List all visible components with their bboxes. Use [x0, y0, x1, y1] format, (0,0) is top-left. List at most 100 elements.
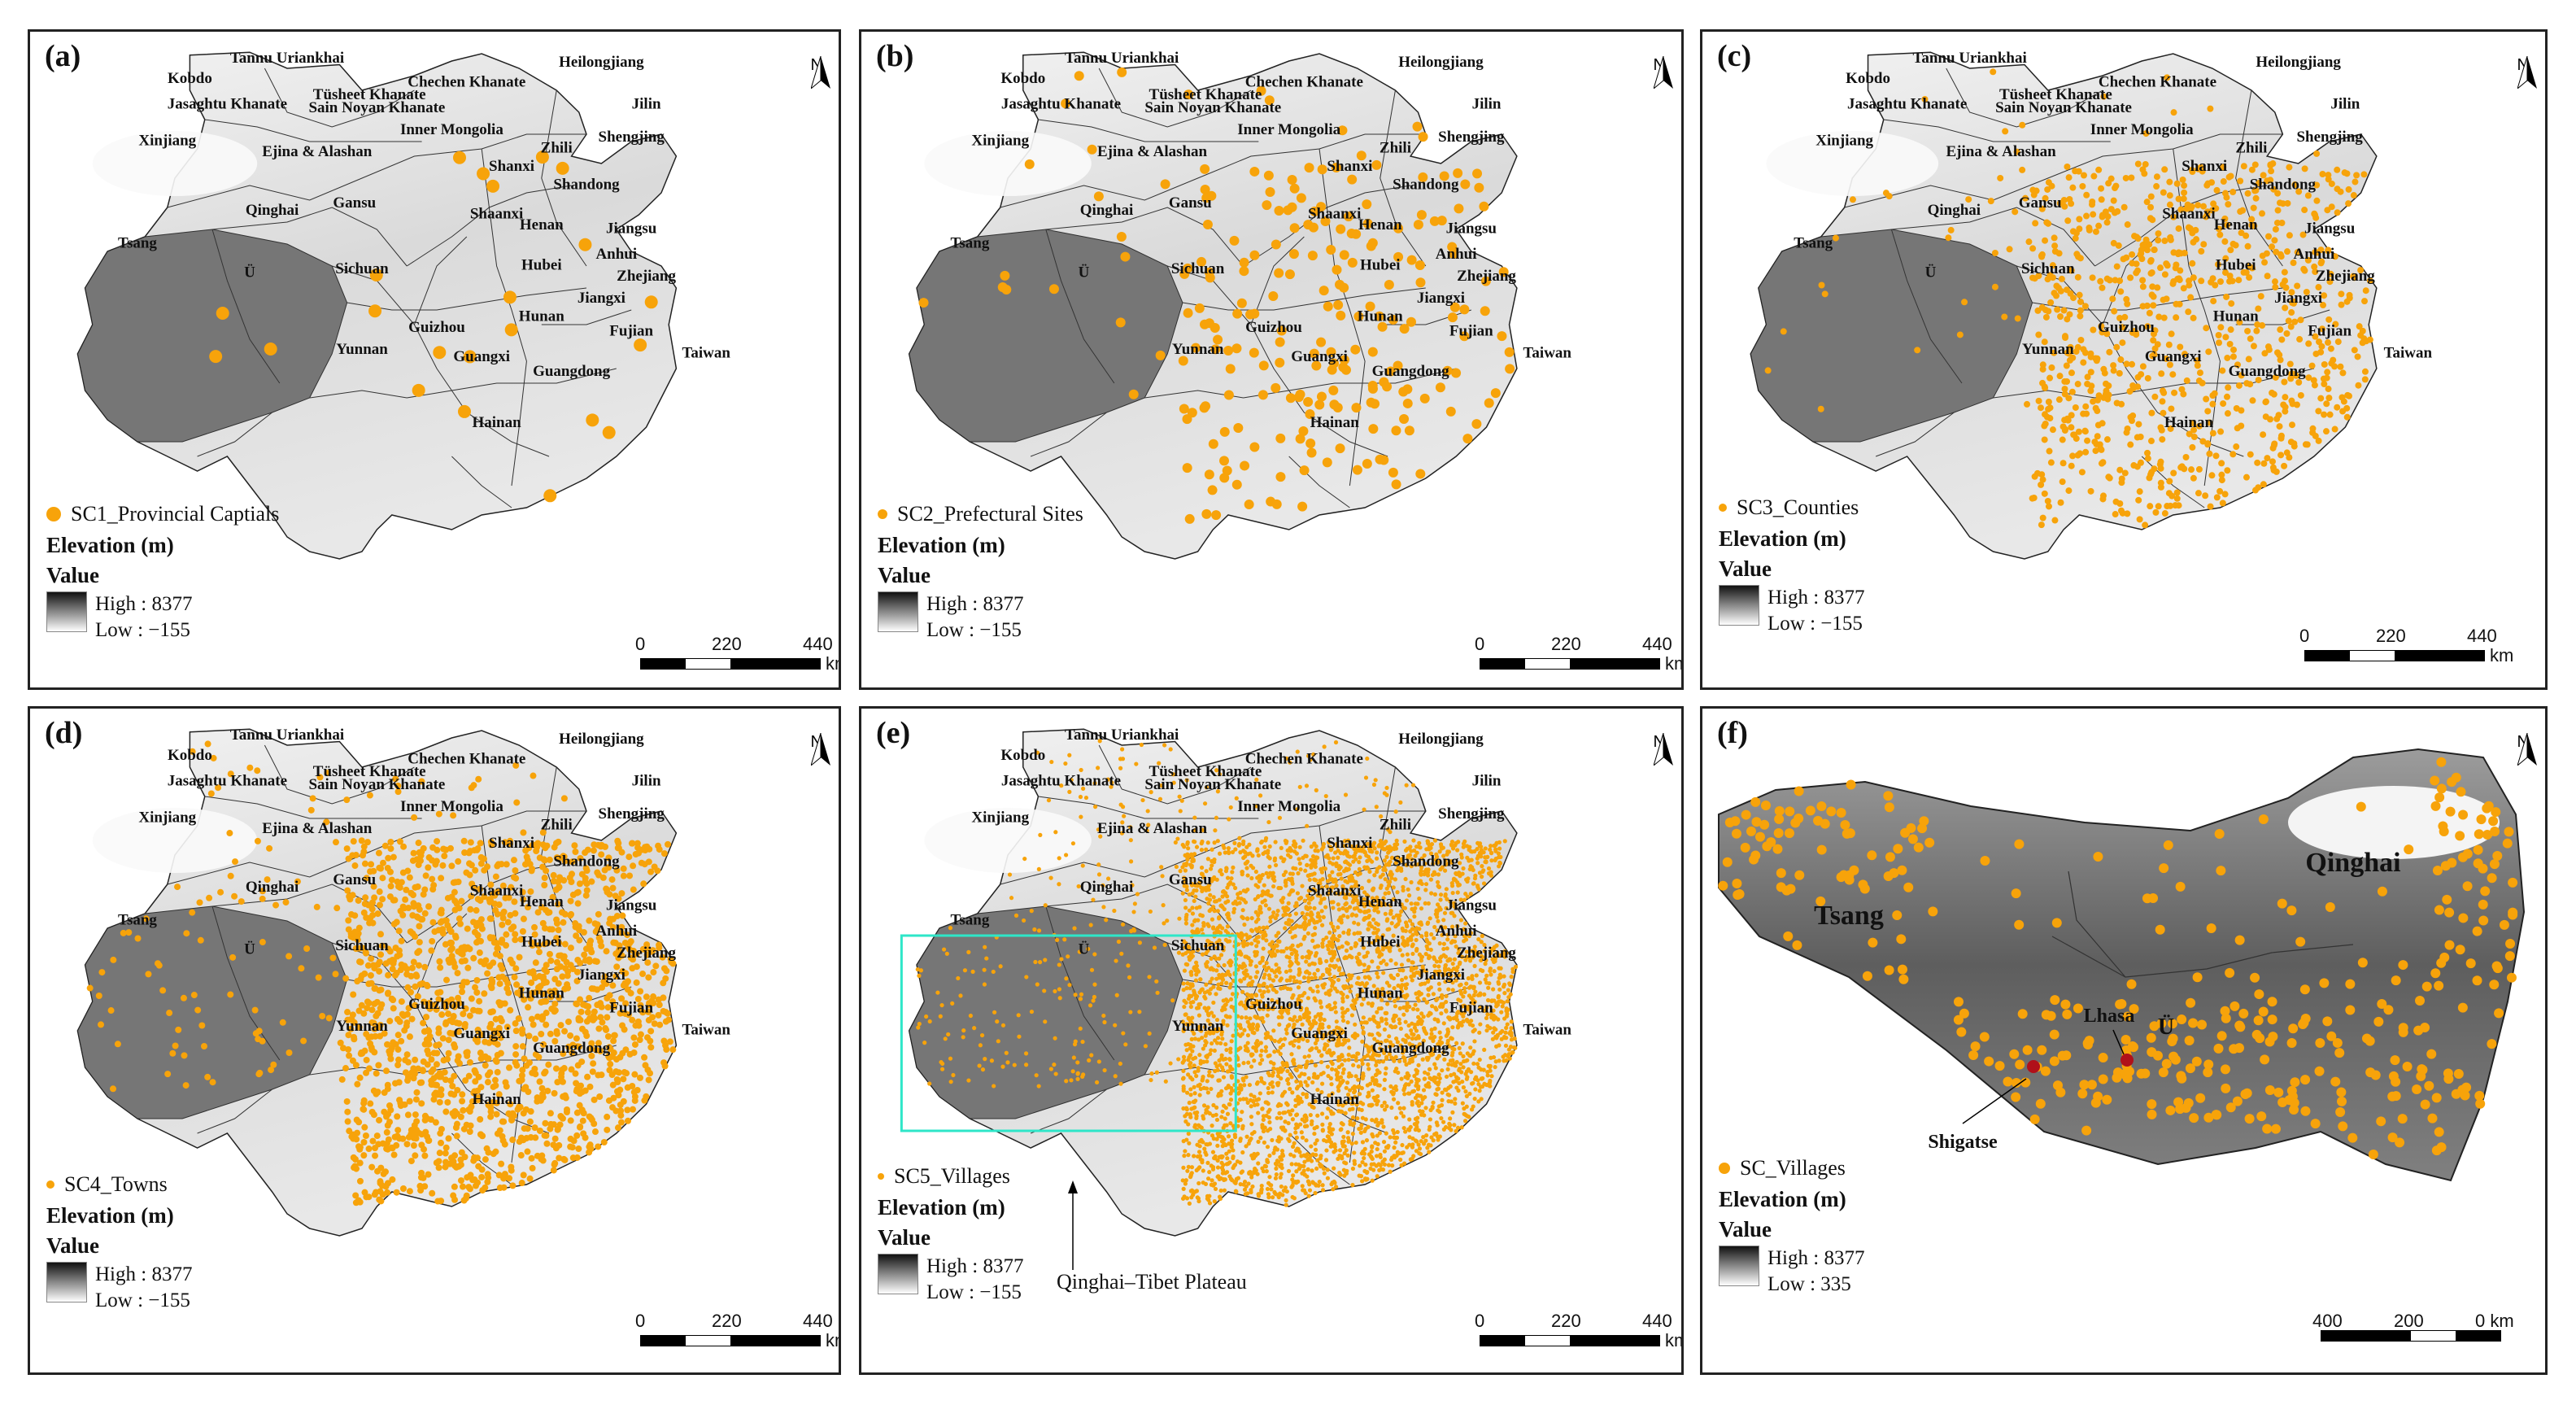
settlement-point	[1472, 168, 1483, 179]
settlement-point	[1305, 862, 1310, 867]
settlement-point	[2079, 182, 2086, 190]
settlement-point	[1339, 282, 1349, 293]
settlement-point	[434, 838, 441, 845]
settlement-point	[1461, 1065, 1466, 1070]
province-label: Inner Mongolia	[400, 121, 503, 138]
province-label: Qinghai	[1928, 202, 1981, 219]
settlement-point	[455, 1163, 463, 1170]
province-label: Xinjiang	[138, 133, 196, 150]
settlement-point	[1199, 848, 1205, 853]
province-label: Gansu	[1169, 194, 1212, 212]
settlement-point	[1200, 1036, 1205, 1041]
settlement-point	[2041, 436, 2048, 443]
settlement-point	[1400, 953, 1405, 958]
settlement-point	[1318, 1000, 1323, 1006]
settlement-point	[1294, 1079, 1299, 1084]
settlement-point	[399, 1135, 407, 1142]
settlement-point	[2219, 500, 2226, 507]
settlement-point	[421, 1183, 429, 1190]
settlement-point	[577, 996, 584, 1003]
settlement-point	[2222, 255, 2229, 262]
settlement-point	[649, 1014, 656, 1021]
settlement-point	[1406, 1023, 1411, 1028]
settlement-point	[571, 842, 578, 849]
settlement-point	[660, 980, 667, 987]
settlement-point	[438, 1011, 446, 1019]
settlement-point	[348, 911, 355, 918]
settlement-point	[1001, 285, 1012, 295]
settlement-point	[2265, 233, 2273, 240]
settlement-point	[433, 1061, 440, 1068]
settlement-point	[2331, 253, 2338, 260]
settlement-point	[384, 1180, 391, 1187]
settlement-point	[615, 895, 622, 902]
settlement-point	[364, 1005, 371, 1012]
settlement-point	[1227, 882, 1231, 887]
settlement-point	[390, 997, 397, 1004]
settlement-point	[464, 979, 471, 986]
settlement-point	[1170, 998, 1175, 1003]
settlement-point	[2160, 389, 2168, 396]
legend-high: High : 8377	[1767, 587, 1865, 609]
settlement-point	[459, 988, 466, 996]
settlement-point	[377, 1180, 384, 1187]
settlement-point	[2185, 308, 2192, 316]
settlement-point	[1439, 171, 1449, 181]
settlement-point	[512, 910, 519, 917]
settlement-point	[648, 997, 656, 1005]
settlement-point	[621, 1069, 628, 1076]
settlement-point	[1342, 1151, 1347, 1156]
settlement-point	[2170, 469, 2177, 477]
settlement-point	[1397, 916, 1401, 921]
settlement-point	[2044, 185, 2051, 193]
settlement-point	[1497, 331, 1507, 342]
settlement-point	[442, 1004, 450, 1011]
settlement-point	[2070, 431, 2077, 439]
settlement-point	[2328, 180, 2335, 187]
settlement-point	[2051, 234, 2058, 242]
settlement-point	[1367, 869, 1372, 875]
settlement-point	[2030, 191, 2038, 199]
settlement-point	[360, 1010, 368, 1017]
settlement-point	[663, 967, 670, 975]
province-label: Zhili	[541, 140, 573, 157]
settlement-point	[1491, 987, 1496, 992]
settlement-point	[1286, 901, 1291, 905]
settlement-point	[430, 1096, 438, 1103]
settlement-point	[1333, 299, 1344, 310]
settlement-point	[2217, 324, 2225, 331]
settlement-point	[2284, 199, 2291, 207]
settlement-point	[577, 1082, 584, 1089]
settlement-point	[1029, 909, 1034, 914]
settlement-point	[2318, 325, 2325, 333]
settlement-point	[2325, 247, 2332, 254]
settlement-point	[407, 988, 414, 996]
settlement-point	[1374, 311, 1384, 321]
settlement-point	[2170, 249, 2177, 256]
settlement-point	[1033, 959, 1038, 965]
settlement-point	[1471, 1104, 1475, 1109]
settlement-point	[254, 837, 261, 844]
settlement-point	[254, 767, 261, 774]
settlement-point	[2311, 210, 2318, 217]
settlement-point	[430, 882, 438, 889]
settlement-point	[1301, 975, 1307, 980]
settlement-point	[1388, 903, 1393, 908]
settlement-point	[574, 1062, 582, 1069]
settlement-point	[416, 923, 423, 930]
settlement-point	[1134, 761, 1139, 766]
province-label: Hunan	[519, 308, 564, 325]
settlement-point	[1410, 857, 1414, 862]
settlement-point	[656, 1001, 663, 1009]
settlement-point	[303, 945, 311, 952]
settlement-point	[1202, 801, 1208, 806]
settlement-point	[164, 1071, 172, 1078]
settlement-point	[1262, 1125, 1267, 1130]
settlement-point	[385, 854, 392, 862]
settlement-point	[2062, 334, 2069, 341]
settlement-point	[578, 1025, 586, 1032]
settlement-point	[413, 1089, 421, 1096]
settlement-point	[1180, 1019, 1185, 1024]
settlement-point	[486, 1039, 493, 1046]
settlement-point	[404, 984, 412, 991]
